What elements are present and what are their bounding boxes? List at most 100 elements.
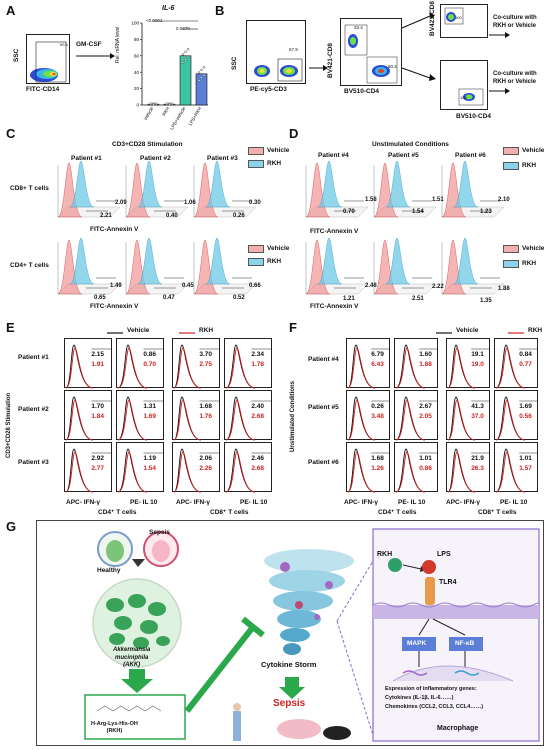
panel-label-f: F: [289, 320, 297, 335]
cd4-sorted-value: 100: [460, 95, 467, 100]
rkh-value: 1.88: [419, 361, 432, 368]
cytokine-histogram-curves: [447, 396, 489, 441]
vehicle-value: 0.26: [371, 403, 384, 410]
g-chemokines-label: Chemokines (CCL2, CCL3, CCL4……): [385, 704, 484, 710]
cytokine-histogram-curves: [117, 396, 163, 441]
cytokine-histogram: 19.1 19.0: [446, 338, 490, 389]
cd8-sorted-plot: 100: [440, 4, 488, 38]
rkh-value: 0.70: [143, 361, 157, 368]
g-cytokines-label: Cytokines (IL-1β, IL-6……): [385, 695, 454, 701]
cytokine-histogram: 1.70 1.84: [64, 390, 112, 441]
cytokine-histogram: 3.70 2.75: [172, 338, 220, 389]
cd4-cd8-density: [344, 24, 398, 84]
c-cd8-veh-2: 0.40: [166, 213, 178, 219]
il6-y-tick-label: 80: [134, 37, 140, 42]
d-cd8-rkh-5: 1.51: [432, 197, 444, 203]
cd14-density: [30, 41, 67, 83]
cytokine-histogram: 1.60 1.88: [394, 338, 438, 389]
cd14-y-label: SSC: [13, 48, 20, 62]
il6-data-point: [184, 58, 187, 61]
cytokine-histogram: 1.68 1.26: [346, 442, 390, 493]
cytokine-histogram: 6.79 6.43: [346, 338, 390, 389]
rkh-value: 1.84: [91, 413, 105, 420]
rkh-curve: [117, 347, 148, 389]
histogram-rkh-peak: [317, 160, 343, 208]
il6-y-tick-label: 60: [134, 53, 140, 58]
il6-x-label: LPS+RKH: [188, 106, 203, 126]
rkh-value: 2.77: [91, 465, 105, 472]
rkh-curve: [395, 451, 426, 493]
il6-x-label: LPS+Vehicle: [169, 106, 186, 131]
patient-6-label: Patient #6: [455, 152, 486, 159]
c-cd8-rkh-3: 0.30: [249, 200, 261, 206]
il6-data-point: [186, 48, 190, 51]
cd8-sorted-value: 100: [455, 15, 462, 20]
cytokine-histogram-curves: [495, 344, 537, 389]
rkh-curve: [65, 451, 94, 493]
legend-vehicle-line-f: [436, 332, 452, 334]
panel-e-side-label: CD3+CD28 Stimulation: [6, 392, 12, 458]
c-cd4-veh-2: 0.47: [163, 295, 175, 301]
cytokine-histogram-curves: [65, 344, 111, 389]
rkh-value: 3.48: [371, 413, 384, 420]
c-cd8-veh-3: 0.26: [233, 213, 245, 219]
histogram-vehicle-peak: [193, 239, 219, 295]
rkh-curve: [495, 451, 526, 493]
arrow-b4: [489, 88, 510, 94]
e-group-cd8: CD8⁺ T cells: [210, 509, 249, 516]
vehicle-value: 1.68: [199, 403, 213, 410]
il6-x-label: Vehicle: [143, 106, 155, 121]
vehicle-value: 3.70: [199, 351, 213, 358]
vehicle-value: 2.06: [199, 455, 213, 462]
d-cd8-veh-6: 1.23: [480, 209, 492, 215]
rkh-curve: [173, 451, 202, 493]
legend-rkh-swatch-c: [248, 160, 264, 168]
histogram-vehicle-peak: [441, 162, 467, 218]
cd8-quadrant-value: 33.4: [354, 25, 363, 30]
il6-bar: [195, 73, 208, 106]
il6-data-point: [152, 102, 155, 106]
cytokine-histogram: 41.3 37.0: [446, 390, 490, 441]
coculture-label-1: Co-culture with RKH or Vehicle: [493, 15, 537, 29]
legend-vehicle-c2: Vehicle: [267, 245, 290, 252]
cytokine-histogram: 2.46 2.68: [224, 442, 272, 493]
il6-y-tick-label: 20: [134, 86, 140, 91]
panel-label-c: C: [6, 126, 16, 141]
rkh-value: 2.68: [251, 465, 265, 472]
vehicle-value: 2.15: [91, 351, 105, 358]
e-patient-3: Patient #3: [18, 459, 49, 466]
rkh-curve: [225, 399, 256, 441]
legend-rkh-d2: RKH: [522, 260, 537, 267]
rkh-value: 0.77: [519, 361, 532, 368]
vehicle-value: 2.34: [251, 351, 265, 358]
annexin-axis-c2: FITC-Annexin V: [90, 303, 139, 310]
il6-data-point: [154, 102, 158, 105]
arrow-b3: [489, 32, 510, 38]
panel-label-b: B: [215, 3, 225, 18]
histogram-vehicle-peak: [441, 239, 467, 295]
il6-title: IL-6: [162, 5, 175, 12]
histogram-rkh-peak: [453, 160, 479, 208]
e-col-3: APC- IFN-γ: [176, 499, 210, 506]
d-cd8-veh-5: 1.54: [412, 209, 424, 215]
rkh-value: 1.78: [251, 361, 265, 368]
d-cd8-rkh-4: 1.58: [365, 197, 377, 203]
rkh-value: 2.05: [419, 413, 432, 420]
e-group-cd4: CD4⁺ T cells: [98, 509, 137, 516]
vehicle-value: 1.60: [419, 351, 432, 358]
cd4-cd8-flow-plot: 33.4 60.2: [340, 18, 402, 86]
panel-f-grid: 6.79 6.43 1.60 1.88 19.1 19.0 0.84 0.77 0.26 3.48…: [346, 338, 546, 498]
legend-vehicle-c: Vehicle: [267, 147, 290, 154]
histogram-vehicle-peak: [305, 239, 331, 295]
legend-rkh-line-e: [179, 332, 195, 334]
histogram-rkh-peak: [385, 160, 411, 208]
histogram-rkh-peak: [317, 237, 343, 285]
cd4-quadrant-value: 60.2: [388, 64, 397, 69]
annexin-axis-c1: FITC-Annexin V: [90, 226, 139, 233]
cytokine-histogram: 1.69 0.56: [494, 390, 538, 441]
f-group-cd4: CD4⁺ T cells: [378, 509, 417, 516]
c-cd4-rkh-3: 0.66: [249, 283, 261, 289]
rkh-curve: [173, 347, 202, 389]
cytokine-histogram-curves: [495, 448, 537, 493]
